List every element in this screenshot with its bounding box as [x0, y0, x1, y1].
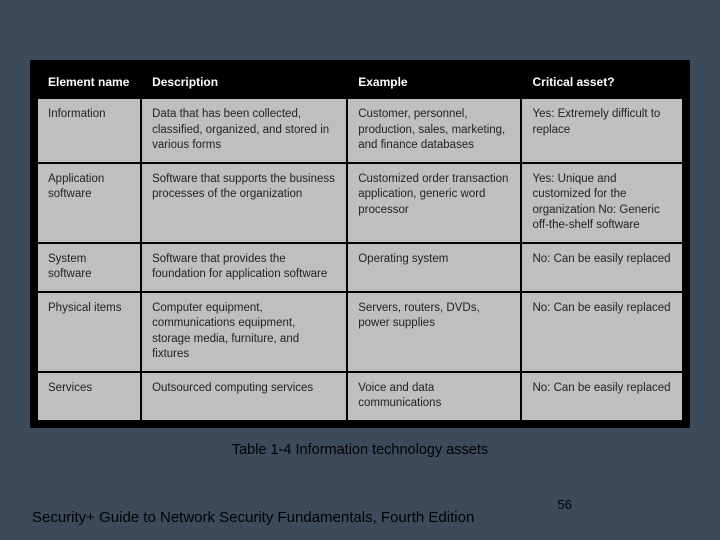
- table-body: Information Data that has been collected…: [38, 99, 682, 420]
- cell-critical: No: Can be easily replaced: [522, 244, 682, 291]
- cell-critical: No: Can be easily replaced: [522, 293, 682, 371]
- cell-element: Services: [38, 373, 140, 420]
- cell-example: Voice and data communications: [348, 373, 520, 420]
- cell-critical: No: Can be easily replaced: [522, 373, 682, 420]
- col-header-element: Element name: [38, 67, 140, 97]
- cell-description: Computer equipment, communications equip…: [142, 293, 346, 371]
- cell-critical: Yes: Extremely difficult to replace: [522, 99, 682, 162]
- cell-description: Software that supports the business proc…: [142, 164, 346, 242]
- table-row: Physical items Computer equipment, commu…: [38, 293, 682, 371]
- table-row: Services Outsourced computing services V…: [38, 373, 682, 420]
- table-caption: Table 1-4 Information technology assets: [0, 442, 720, 458]
- cell-critical: Yes: Unique and customized for the organ…: [522, 164, 682, 242]
- col-header-example: Example: [348, 67, 520, 97]
- cell-description: Software that provides the foundation fo…: [142, 244, 346, 291]
- cell-element: System software: [38, 244, 140, 291]
- slide: Element name Description Example Critica…: [0, 0, 720, 540]
- table-row: Application software Software that suppo…: [38, 164, 682, 242]
- assets-table: Element name Description Example Critica…: [36, 65, 684, 422]
- col-header-description: Description: [142, 67, 346, 97]
- cell-description: Outsourced computing services: [142, 373, 346, 420]
- page-number: 56: [558, 497, 572, 512]
- cell-example: Customized order transaction application…: [348, 164, 520, 242]
- cell-example: Operating system: [348, 244, 520, 291]
- cell-element: Information: [38, 99, 140, 162]
- col-header-critical: Critical asset?: [522, 67, 682, 97]
- cell-element: Physical items: [38, 293, 140, 371]
- cell-description: Data that has been collected, classified…: [142, 99, 346, 162]
- table-header-row: Element name Description Example Critica…: [38, 67, 682, 97]
- table-container: Element name Description Example Critica…: [30, 60, 690, 428]
- cell-example: Customer, personnel, production, sales, …: [348, 99, 520, 162]
- table-row: Information Data that has been collected…: [38, 99, 682, 162]
- table-row: System software Software that provides t…: [38, 244, 682, 291]
- cell-example: Servers, routers, DVDs, power supplies: [348, 293, 520, 371]
- footer-text: Security+ Guide to Network Security Fund…: [32, 509, 620, 528]
- cell-element: Application software: [38, 164, 140, 242]
